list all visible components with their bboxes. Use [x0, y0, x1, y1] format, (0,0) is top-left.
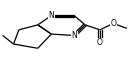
- Text: N: N: [48, 11, 54, 20]
- Text: N: N: [71, 31, 77, 40]
- Text: O: O: [97, 38, 103, 47]
- Text: O: O: [110, 19, 116, 28]
